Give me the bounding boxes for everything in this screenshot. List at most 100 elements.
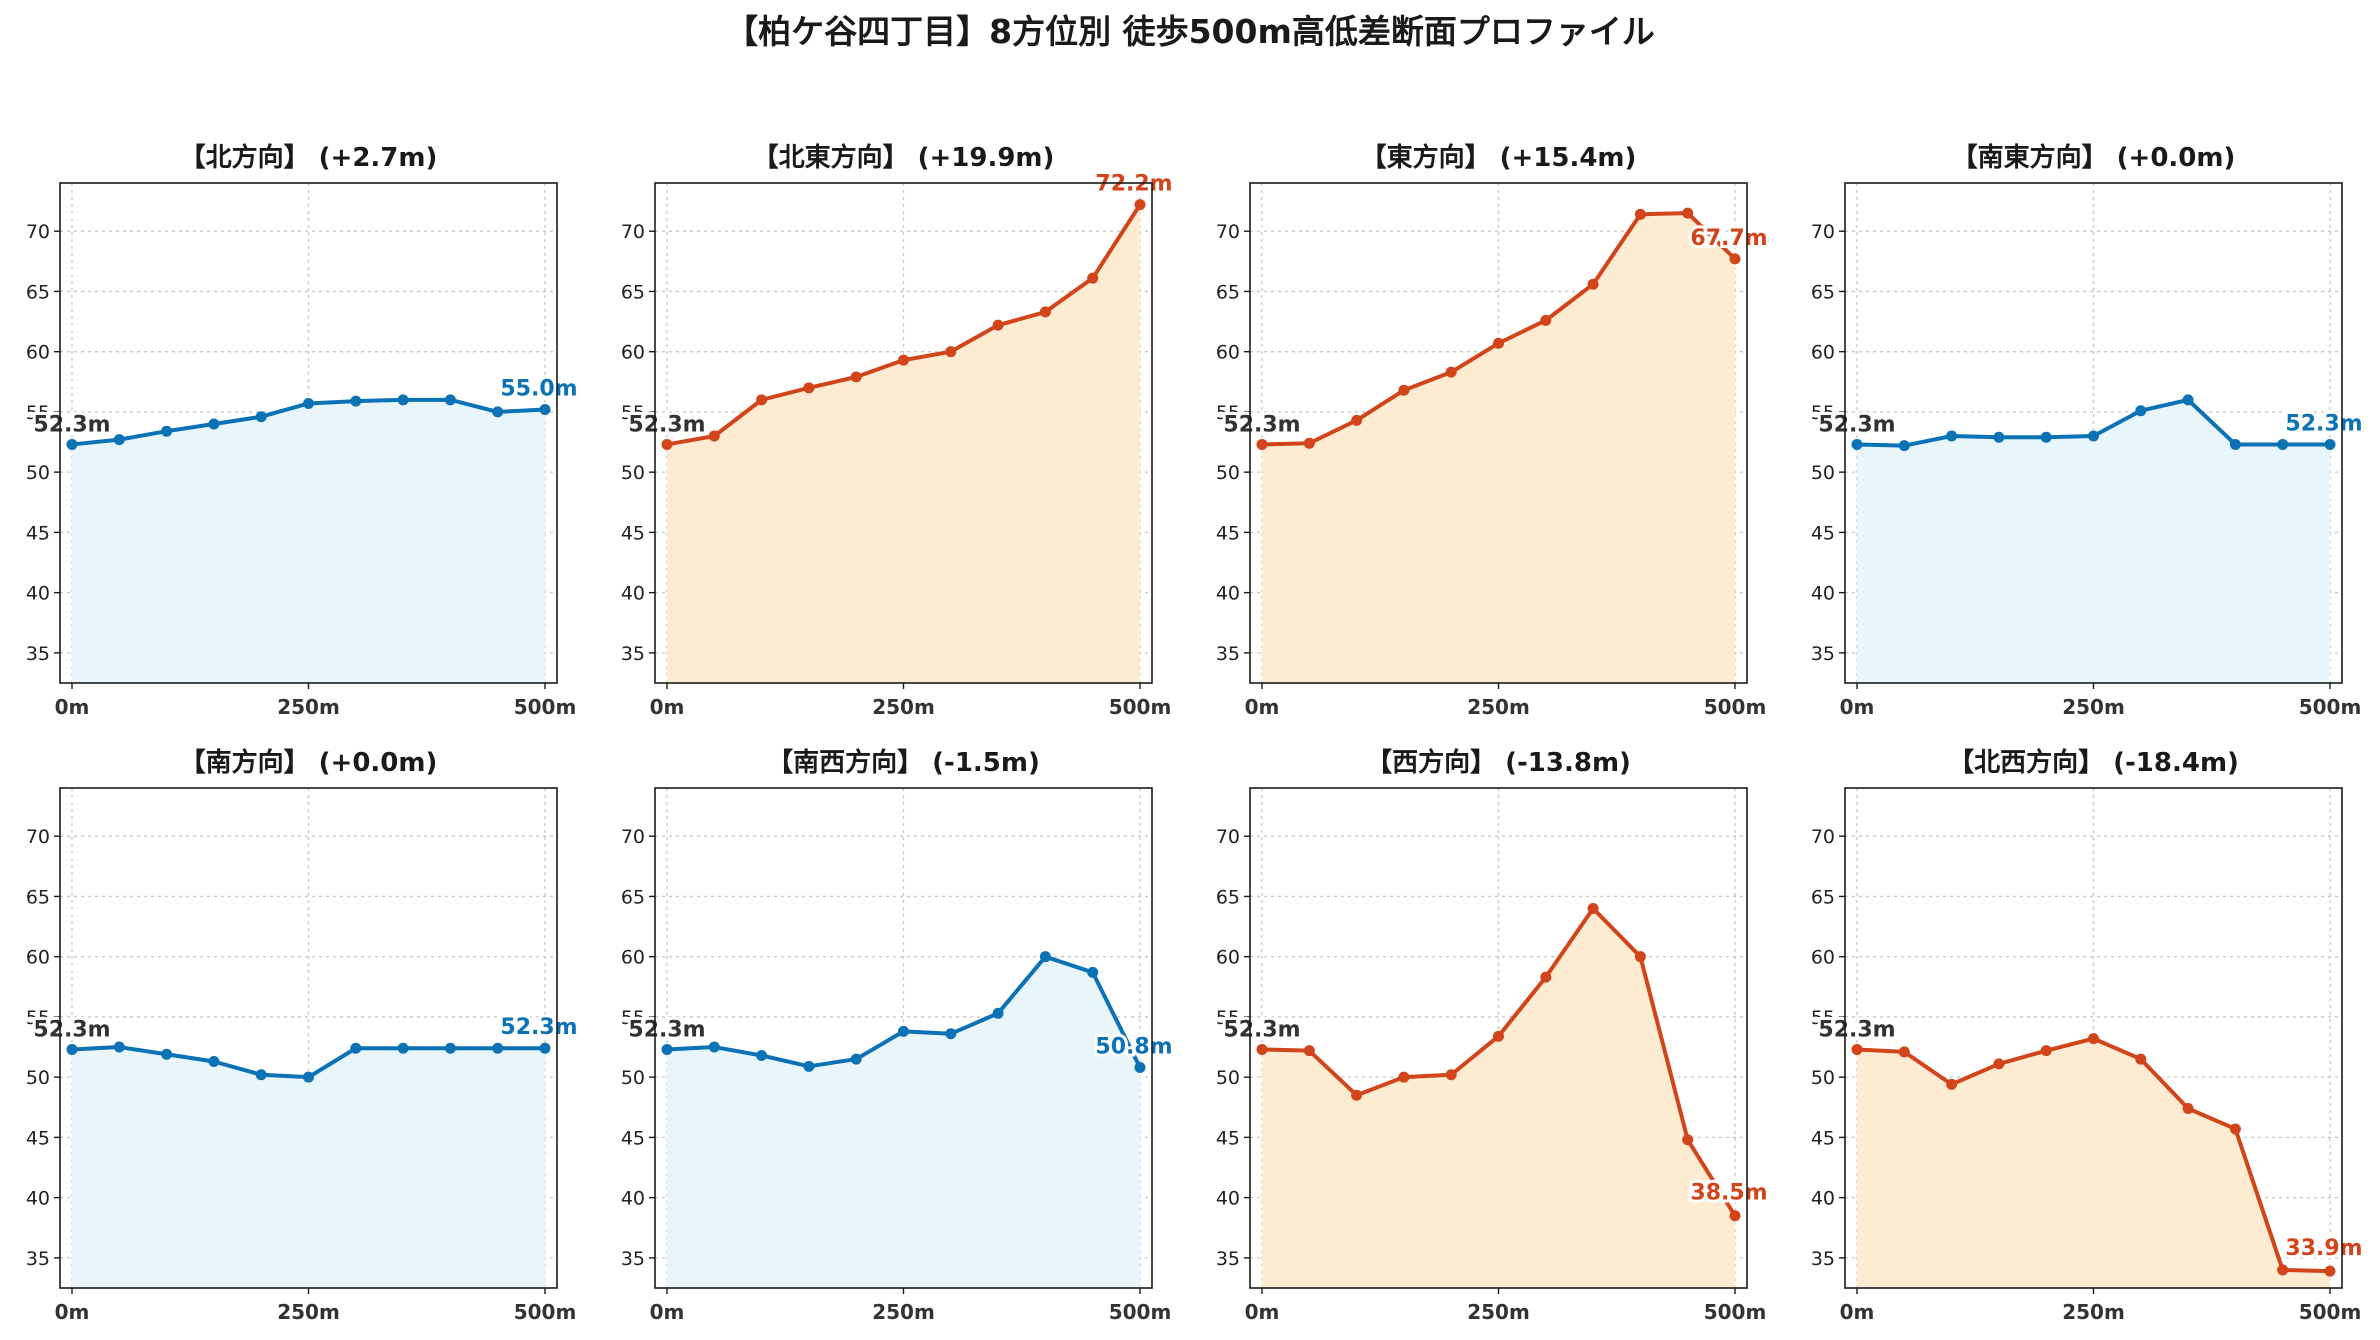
- y-tick-label: 55: [1811, 402, 1835, 424]
- y-tick-label: 60: [621, 342, 645, 364]
- panel-7: 【西方向】 (-13.8m) 35 40 45 50 55 60 65 70 0m 250m 500m…: [1216, 747, 1771, 1324]
- y-tick-label: 55: [1216, 402, 1240, 424]
- elevation-point: [350, 1042, 362, 1054]
- end-elevation-label: 50.8m: [1095, 1035, 1172, 1060]
- end-elevation-label: 38.5m: [1690, 1181, 1767, 1206]
- x-tick-label: 500m: [514, 1300, 577, 1324]
- y-tick-label: 70: [1216, 221, 1240, 243]
- elevation-point: [1303, 437, 1315, 449]
- elevation-point: [945, 1028, 957, 1040]
- elevation-point: [1851, 438, 1863, 450]
- elevation-point: [1587, 278, 1599, 290]
- y-tick-label: 50: [621, 462, 645, 484]
- y-tick-label: 60: [1216, 342, 1240, 364]
- y-tick-label: 65: [1811, 886, 1835, 908]
- panel-4: 【南東方向】 (+0.0m) 35 40 45 50 55 60 65 70 0m 250m 500m…: [1811, 142, 2366, 719]
- panel-title: 【南東方向】 (+0.0m): [1952, 142, 2236, 173]
- elevation-point: [756, 394, 768, 406]
- elevation-point: [1898, 1046, 1910, 1058]
- panel-title: 【西方向】 (-13.8m): [1366, 747, 1631, 778]
- elevation-point: [208, 1055, 220, 1067]
- end-elevation-label: 33.9m: [2285, 1236, 2362, 1261]
- end-elevation-label: 52.3m: [2285, 411, 2362, 436]
- elevation-point: [350, 395, 362, 407]
- elevation-point: [1087, 272, 1099, 284]
- elevation-point: [1256, 1043, 1268, 1055]
- x-tick-label: 500m: [1704, 1300, 1767, 1324]
- y-tick-label: 45: [1216, 1127, 1240, 1149]
- y-tick-label: 50: [1216, 462, 1240, 484]
- y-tick-label: 35: [1811, 1248, 1835, 1270]
- y-tick-label: 65: [621, 281, 645, 303]
- panel-3: 【東方向】 (+15.4m) 35 40 45 50 55 60 65 70 0m 250m 500m…: [1216, 142, 1771, 719]
- elevation-point: [2182, 1102, 2194, 1114]
- end-elevation-label: 67.7m: [1690, 226, 1767, 251]
- elevation-point: [2277, 1264, 2289, 1276]
- x-tick-label: 250m: [1467, 695, 1530, 719]
- elevation-point: [1303, 1045, 1315, 1057]
- x-tick-label: 250m: [872, 1300, 935, 1324]
- panel-title: 【南方向】 (+0.0m): [180, 747, 438, 778]
- y-tick-label: 35: [1811, 643, 1835, 665]
- axes-frame: [1249, 182, 1748, 684]
- elevation-point: [992, 1007, 1004, 1019]
- panel-title: 【北方向】 (+2.7m): [180, 142, 438, 173]
- elevation-point: [1134, 1062, 1146, 1074]
- y-tick-label: 70: [26, 826, 50, 848]
- elevation-point: [2088, 430, 2099, 442]
- axes-frame: [1844, 787, 2343, 1289]
- x-tick-label: 250m: [277, 695, 340, 719]
- y-tick-label: 70: [26, 221, 50, 243]
- x-tick-label: 0m: [1840, 695, 1875, 719]
- elevation-point: [303, 1071, 314, 1083]
- elevation-point: [2324, 1265, 2336, 1277]
- elevation-point: [1682, 1134, 1694, 1146]
- x-tick-label: 500m: [514, 695, 577, 719]
- elevation-point: [1398, 1071, 1410, 1083]
- elevation-point: [255, 411, 267, 423]
- elevation-point: [1445, 366, 1457, 378]
- panel-1: 【北方向】 (+2.7m) 35 40 45 50 55 60 65 70 0m 250m 500m 5…: [26, 142, 581, 719]
- elevation-point: [1540, 971, 1552, 983]
- elevation-point: [2182, 394, 2194, 406]
- elevation-point: [2135, 1053, 2147, 1065]
- y-tick-label: 35: [621, 1248, 645, 1270]
- elevation-point: [708, 430, 720, 442]
- elevation-point: [2040, 431, 2052, 443]
- elevation-point: [2277, 438, 2289, 450]
- y-tick-label: 65: [621, 886, 645, 908]
- y-tick-label: 60: [1811, 947, 1835, 969]
- y-tick-label: 35: [1216, 643, 1240, 665]
- y-tick-label: 50: [1811, 462, 1835, 484]
- elevation-point: [803, 1060, 815, 1072]
- elevation-point: [756, 1049, 768, 1061]
- elevation-point: [2229, 438, 2241, 450]
- x-tick-label: 250m: [1467, 1300, 1530, 1324]
- panel-title: 【東方向】 (+15.4m): [1361, 142, 1637, 173]
- elevation-point: [1682, 207, 1694, 219]
- y-tick-label: 45: [621, 522, 645, 544]
- x-tick-label: 0m: [55, 1300, 90, 1324]
- x-tick-label: 0m: [1245, 1300, 1280, 1324]
- elevation-point: [1946, 1078, 1958, 1090]
- elevation-point: [208, 418, 220, 430]
- end-elevation-label: 52.3m: [500, 1015, 577, 1040]
- y-tick-label: 45: [1811, 522, 1835, 544]
- elevation-area: [667, 956, 1140, 1288]
- figure-title: 【柏ケ谷四丁目】8方位別 徒歩500m高低差断面プロファイル: [725, 12, 1655, 51]
- y-tick-label: 60: [26, 342, 50, 364]
- y-tick-label: 55: [26, 402, 50, 424]
- y-tick-label: 40: [621, 583, 645, 605]
- elevation-point: [397, 394, 409, 406]
- x-tick-label: 0m: [1245, 695, 1280, 719]
- x-tick-label: 250m: [872, 695, 935, 719]
- y-tick-label: 50: [1811, 1067, 1835, 1089]
- x-tick-label: 500m: [2299, 695, 2362, 719]
- elevation-point: [161, 425, 173, 437]
- panel-5: 【南方向】 (+0.0m) 35 40 45 50 55 60 65 70 0m 250m 500m 5…: [26, 747, 581, 1324]
- elevation-point: [1634, 208, 1646, 220]
- elevation-point: [1729, 1210, 1741, 1222]
- start-elevation-label: 52.3m: [628, 1017, 705, 1042]
- y-tick-label: 45: [26, 522, 50, 544]
